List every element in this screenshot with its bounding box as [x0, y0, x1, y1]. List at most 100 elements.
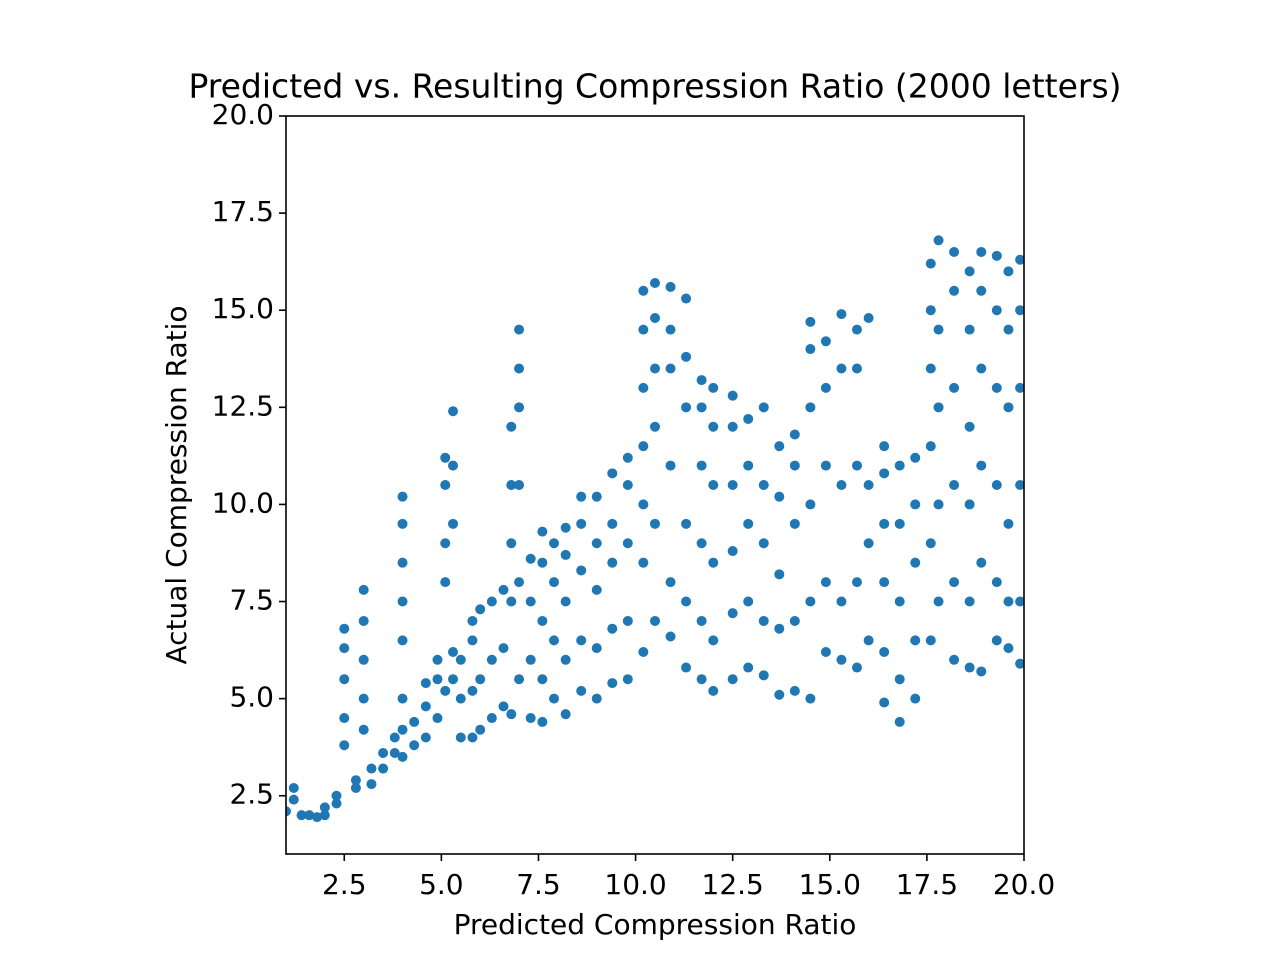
point — [696, 538, 707, 549]
point — [455, 693, 466, 704]
point — [455, 732, 466, 743]
point — [805, 499, 816, 510]
point — [964, 324, 975, 335]
point — [576, 491, 587, 502]
point — [879, 518, 890, 529]
point — [622, 480, 633, 490]
point — [591, 584, 602, 595]
point — [991, 305, 1002, 316]
point — [622, 674, 633, 685]
point — [638, 324, 649, 335]
point — [1015, 658, 1024, 669]
point — [743, 662, 754, 673]
point — [448, 674, 459, 685]
point — [851, 662, 862, 673]
point — [933, 235, 944, 246]
point — [549, 577, 560, 588]
point — [339, 740, 350, 751]
point — [576, 565, 587, 576]
point — [991, 635, 1002, 646]
point — [475, 604, 486, 615]
point — [650, 312, 660, 323]
point — [696, 615, 707, 626]
point — [397, 751, 408, 762]
point — [339, 713, 350, 724]
point — [1015, 254, 1024, 265]
point — [964, 499, 975, 510]
point — [933, 402, 944, 413]
point — [1015, 480, 1024, 490]
point — [607, 468, 618, 479]
point — [665, 324, 676, 335]
point — [964, 421, 975, 432]
y-tick-label: 5.0 — [229, 681, 274, 714]
point — [537, 557, 548, 568]
point — [727, 608, 738, 619]
point — [1015, 596, 1024, 607]
y-tick-label: 17.5 — [212, 195, 274, 228]
point — [440, 577, 451, 588]
point — [339, 643, 350, 654]
point — [397, 491, 408, 502]
point — [549, 693, 560, 704]
point — [774, 569, 785, 580]
point — [560, 654, 571, 665]
point — [537, 674, 548, 685]
point — [549, 538, 560, 549]
point — [758, 538, 769, 549]
point — [681, 351, 692, 362]
point — [727, 421, 738, 432]
point — [851, 577, 862, 588]
point — [331, 798, 342, 809]
point — [397, 693, 408, 704]
point — [506, 709, 517, 720]
point — [304, 810, 315, 821]
point — [286, 806, 291, 817]
x-tick-label: 7.5 — [516, 868, 561, 901]
point — [820, 336, 831, 347]
point — [933, 596, 944, 607]
x-tick-label: 20.0 — [993, 868, 1055, 901]
point — [397, 557, 408, 568]
point — [727, 390, 738, 401]
point — [389, 732, 400, 743]
point — [879, 441, 890, 452]
point — [863, 538, 874, 549]
x-tick-label: 5.0 — [419, 868, 464, 901]
point — [486, 596, 497, 607]
point — [506, 421, 517, 432]
point — [420, 678, 431, 689]
point — [910, 452, 921, 463]
point — [1015, 305, 1024, 316]
point — [638, 647, 649, 658]
point — [591, 643, 602, 654]
point — [440, 538, 451, 549]
point — [1015, 382, 1024, 393]
point — [498, 584, 509, 595]
point — [1003, 643, 1014, 654]
point — [743, 596, 754, 607]
point — [805, 402, 816, 413]
point — [650, 518, 660, 529]
point — [743, 460, 754, 471]
point — [432, 674, 443, 685]
point — [964, 662, 975, 673]
point — [949, 654, 960, 665]
point — [475, 674, 486, 685]
point — [560, 522, 571, 533]
point — [650, 421, 660, 432]
point — [879, 647, 890, 658]
point — [863, 635, 874, 646]
point — [432, 713, 443, 724]
point — [440, 685, 451, 696]
point — [339, 674, 350, 685]
point — [758, 402, 769, 413]
point — [964, 266, 975, 277]
point — [991, 382, 1002, 393]
point — [727, 480, 738, 490]
point — [1003, 324, 1014, 335]
point — [665, 460, 676, 471]
point — [525, 654, 536, 665]
point — [358, 724, 369, 735]
